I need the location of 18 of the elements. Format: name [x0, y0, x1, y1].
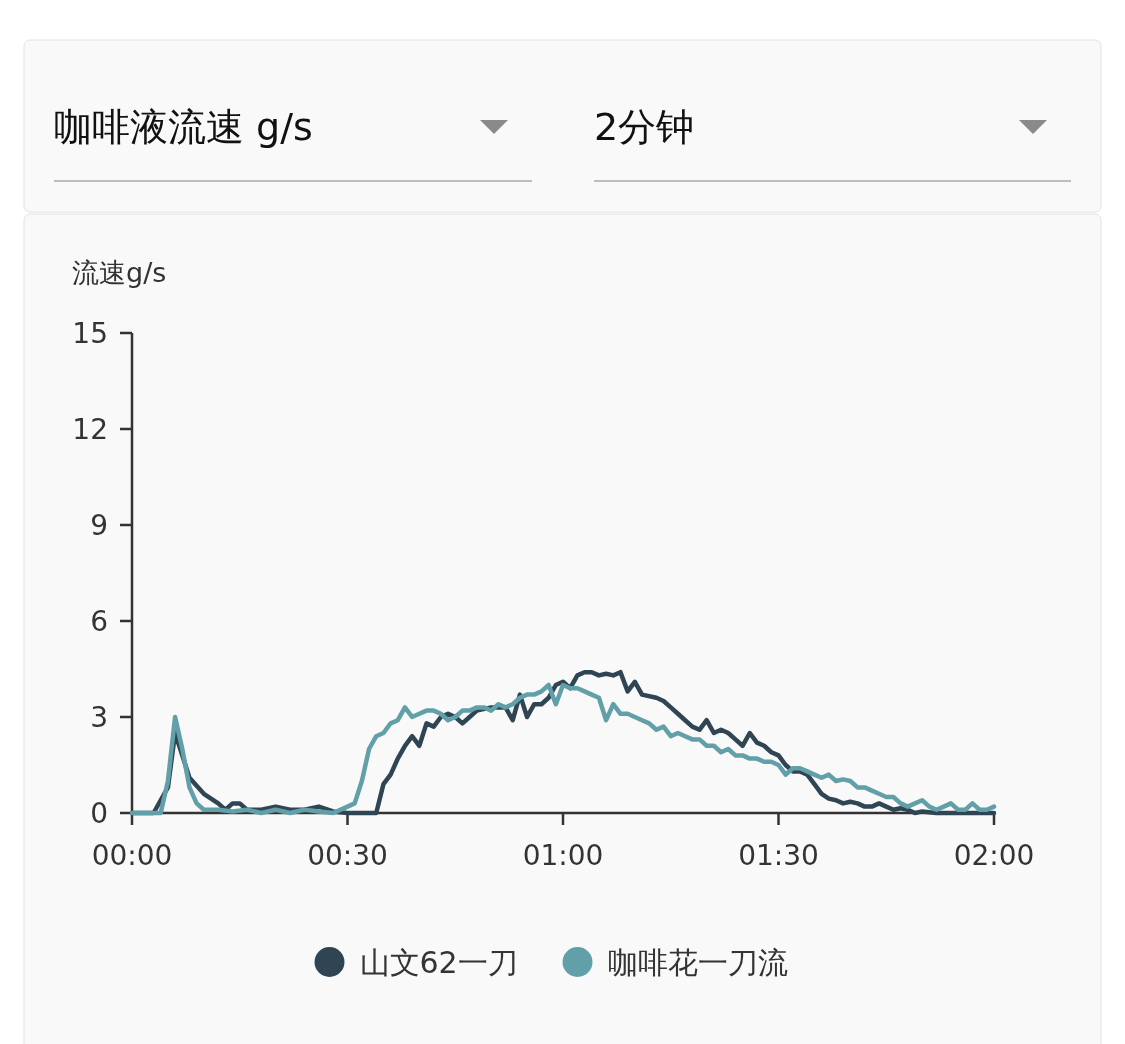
- y-tick-label: 9: [90, 509, 108, 542]
- y-axis-title: 流速g/s: [72, 257, 167, 288]
- legend-label: 咖啡花一刀流: [607, 945, 788, 980]
- dropdown-title: 咖啡液流速 g/s: [53, 105, 533, 182]
- y-tick-label: 0: [90, 797, 108, 830]
- y-tick-label: 15: [72, 317, 108, 350]
- x-tick-label: 02:00: [953, 839, 1035, 872]
- legend-label: 山文62一刀: [359, 945, 518, 980]
- y-tick-label: 3: [90, 701, 108, 734]
- x-tick-label: 00:30: [307, 839, 388, 872]
- x-tick-label: 01:00: [522, 839, 604, 872]
- y-tick-label: 12: [72, 413, 108, 446]
- chart-subtitle: 2分钟: [594, 105, 695, 149]
- x-tick-label: 01:30: [738, 839, 819, 872]
- dropdown-subtitle: 2分钟: [593, 105, 1072, 182]
- chart-title: 咖啡液流速 g/s: [54, 105, 313, 149]
- x-tick-label: 00:00: [91, 839, 173, 872]
- y-tick-label: 6: [90, 605, 108, 638]
